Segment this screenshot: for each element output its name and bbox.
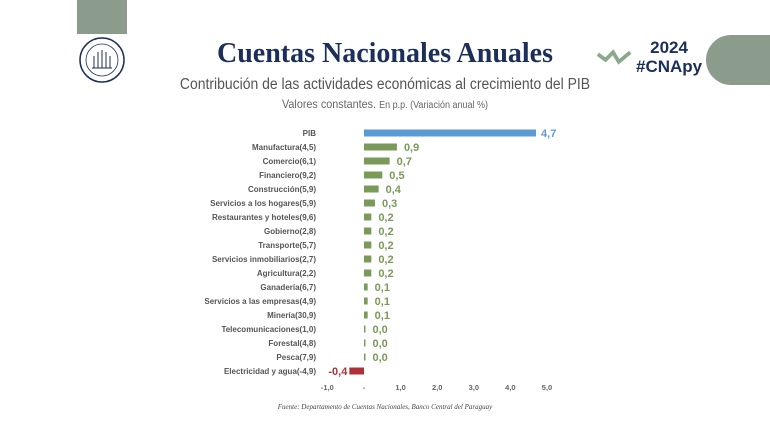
growth-arrow-icon [596,48,634,73]
data-label: 0,2 [378,226,393,238]
category-label: Transporte(5,7) [258,241,316,250]
category-label: Restaurantes y hoteles(9,6) [212,213,316,222]
category-label: Pesca(7,9) [276,353,316,362]
bcp-logo [78,36,126,89]
category-label: Telecomunicaciones(1,0) [221,325,316,334]
data-label: 0,2 [378,240,393,252]
category-label: PIB [303,129,317,138]
header-tab-decoration [77,0,127,34]
bar [364,213,372,221]
x-tick-label: 5,0 [542,383,552,392]
hashtag: #CNApy [636,57,703,76]
data-label: 0,3 [382,198,397,210]
category-label: Gobierno(2,8) [264,227,316,236]
bar [364,325,366,333]
bar [364,227,372,235]
category-label: Ganadería(6,7) [260,283,316,292]
bar [364,199,375,207]
units-main: Valores constantes. [282,97,377,111]
bar [349,367,364,375]
year: 2024 [650,38,688,57]
page-title: Cuentas Nacionales Anuales [216,38,554,69]
data-label: 0,0 [373,324,388,336]
bar-chart: PIB 4,7 Manufactura(4,5) 0,9 Comercio(6,1) 0,… [204,128,556,392]
bar [364,185,379,193]
bar [364,339,366,347]
bar [364,143,397,151]
category-label: Servicios inmobiliarios(2,7) [212,255,316,264]
data-label: 0,1 [375,296,390,308]
data-label: 0,7 [397,156,412,168]
bar [364,297,368,305]
category-label: Electricidad y agua(-4,9) [224,367,316,376]
bar [364,129,537,137]
bar [364,311,368,319]
bar [364,353,366,361]
chart-subtitle: Contribución de las actividades económic… [179,76,591,93]
data-label: 0,4 [386,184,402,196]
category-label: Minería(30,9) [267,311,316,320]
category-label: Manufactura(4,5) [252,143,316,152]
x-tick-label: 1,0 [395,383,405,392]
year-badge: 2024 #CNApy [636,38,702,76]
category-label: Financiero(9,2) [259,171,316,180]
bar [364,171,383,179]
bar [364,255,372,263]
bar [364,157,390,165]
data-label: 0,2 [378,268,393,280]
x-tick-label: 4,0 [505,383,515,392]
data-label: 0,0 [373,338,388,350]
data-label: 0,5 [389,170,404,182]
data-label: -0,4 [328,366,348,378]
data-label: 0,1 [375,282,390,294]
header-right-decoration [706,35,770,85]
category-label: Forestal(4,8) [268,339,316,348]
x-tick-label: -1,0 [321,383,334,392]
data-label: 0,1 [375,310,390,322]
category-label: Servicios a las empresas(4,9) [204,297,316,306]
data-label: 4,7 [541,128,556,140]
x-tick-label: 3,0 [469,383,479,392]
bar [364,283,368,291]
source-note: Fuente: Departamento de Cuentas Nacional… [277,403,493,411]
category-label: Construcción(5,9) [248,185,316,194]
category-label: Comercio(6,1) [263,157,317,166]
bar [364,269,372,277]
category-label: Agricultura(2,2) [257,269,316,278]
x-tick-label: - [363,383,366,392]
data-label: 0,0 [373,352,388,364]
units-small: En p.p. (Variación anual %) [379,100,488,111]
bar [364,241,372,249]
x-tick-label: 2,0 [432,383,442,392]
data-label: 0,9 [404,142,419,154]
data-label: 0,2 [378,254,393,266]
data-label: 0,2 [378,212,393,224]
category-label: Servicios a los hogares(5,9) [210,199,316,208]
chart-units: Valores constantes. En p.p. (Variación a… [39,97,732,113]
